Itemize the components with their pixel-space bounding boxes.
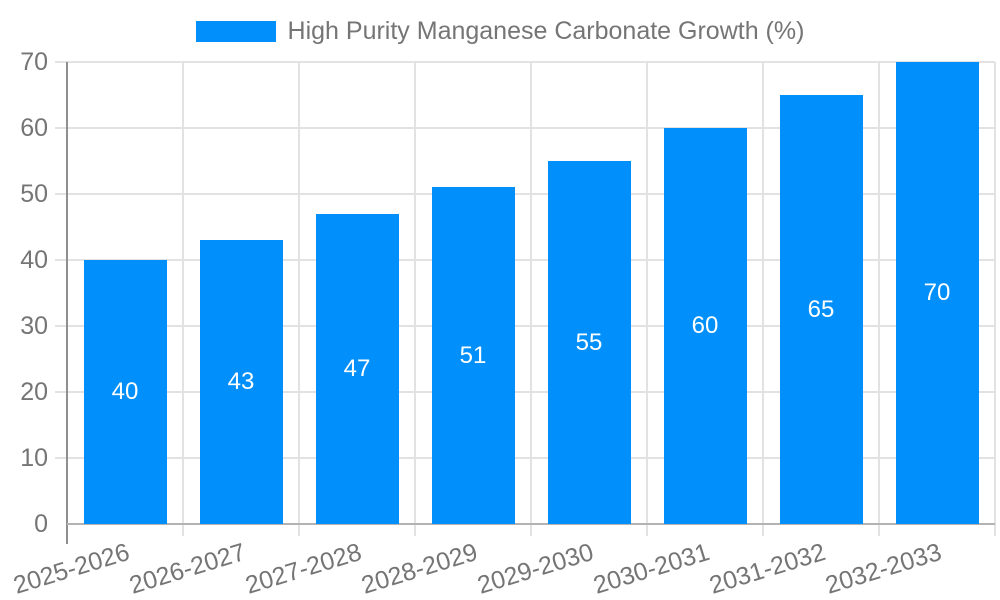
legend-swatch-icon (195, 21, 276, 42)
y-tick-label: 10 (20, 444, 48, 472)
bar-value-label: 47 (343, 354, 371, 382)
bar-value-label: 55 (575, 328, 603, 356)
bar (199, 240, 283, 524)
x-tick-label: 2029-2030 (474, 538, 598, 600)
x-tick-label: 2031-2032 (706, 538, 830, 600)
bar-value-label: 40 (111, 378, 139, 405)
h-gridline (55, 127, 995, 129)
legend-label: High Purity Manganese Carbonate Growth (… (287, 17, 805, 45)
h-gridline (55, 325, 995, 327)
bar-value-label: 43 (227, 368, 255, 396)
y-tick-label: 0 (34, 510, 48, 538)
bar (547, 161, 631, 524)
h-gridline (55, 259, 995, 261)
y-tick-label: 60 (20, 114, 48, 142)
h-gridline (55, 61, 995, 63)
y-tick-label: 70 (20, 48, 48, 76)
v-gridline (646, 62, 648, 536)
v-gridline (414, 62, 416, 536)
y-tick-label: 40 (20, 246, 48, 274)
y-tick-label: 20 (20, 378, 48, 406)
bar (779, 95, 863, 524)
v-gridline (298, 62, 300, 536)
bar (895, 62, 979, 524)
y-tick-label: 50 (20, 180, 48, 208)
x-tick-label: 2030-2031 (590, 538, 714, 600)
y-tick-label: 30 (20, 312, 48, 340)
v-gridline (182, 62, 184, 536)
v-gridline (994, 62, 996, 536)
h-gridline (55, 391, 995, 393)
v-gridline (530, 62, 532, 536)
chart-legend: High Purity Manganese Carbonate Growth (… (0, 18, 1000, 45)
bar-value-label: 60 (691, 312, 719, 339)
y-axis-line (66, 62, 68, 544)
bar-value-label: 51 (459, 341, 487, 369)
h-gridline (55, 457, 995, 459)
x-tick-label: 2025-2026 (10, 538, 134, 600)
x-tick-label: 2026-2027 (126, 538, 250, 600)
x-axis-line (67, 523, 995, 525)
v-gridline (878, 62, 880, 536)
x-tick-label: 2032-2033 (822, 538, 946, 600)
bar-value-label: 70 (923, 279, 951, 306)
bar (663, 128, 747, 524)
v-gridline (762, 62, 764, 536)
bar-value-label: 65 (807, 295, 835, 323)
x-tick-label: 2027-2028 (242, 538, 366, 600)
x-tick-label: 2028-2029 (358, 538, 482, 600)
plot-area: 0 10 20 30 40 50 60 70 40 2025-2026 43 2026-2027 47 2… (11, 48, 996, 600)
bar (83, 260, 167, 524)
legend-item[interactable]: High Purity Manganese Carbonate Growth (… (195, 17, 805, 45)
bar (431, 187, 515, 524)
h-gridline (55, 193, 995, 195)
bar (315, 213, 399, 524)
